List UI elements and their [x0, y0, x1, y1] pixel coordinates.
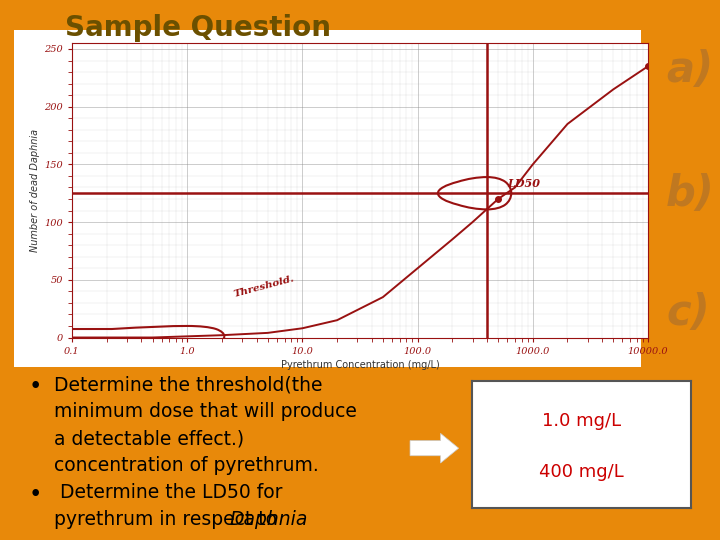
Text: Determine the LD50 for: Determine the LD50 for	[54, 483, 282, 502]
Text: •: •	[29, 375, 42, 399]
Text: •: •	[29, 483, 42, 507]
Text: Sample Question: Sample Question	[65, 14, 330, 42]
Text: Determine the threshold(the: Determine the threshold(the	[54, 375, 323, 394]
Text: a detectable effect.): a detectable effect.)	[54, 429, 244, 448]
Text: 400 mg/L: 400 mg/L	[539, 463, 624, 481]
Text: c): c)	[666, 292, 710, 334]
Text: LD50: LD50	[508, 178, 540, 190]
Text: b): b)	[666, 173, 715, 215]
Text: 1.0 mg/L: 1.0 mg/L	[542, 413, 621, 430]
Text: Threshold.: Threshold.	[233, 274, 296, 299]
Text: pyrethrum in respect to: pyrethrum in respect to	[54, 510, 283, 529]
Text: concentration of pyrethrum.: concentration of pyrethrum.	[54, 456, 319, 475]
X-axis label: Pyrethrum Concentration (mg/L): Pyrethrum Concentration (mg/L)	[281, 360, 439, 370]
Text: Daphnia: Daphnia	[230, 510, 308, 529]
Text: a): a)	[666, 49, 713, 91]
Y-axis label: Number of dead Daphnia: Number of dead Daphnia	[30, 129, 40, 252]
FancyArrow shape	[410, 433, 459, 463]
Text: minimum dose that will produce: minimum dose that will produce	[54, 402, 357, 421]
